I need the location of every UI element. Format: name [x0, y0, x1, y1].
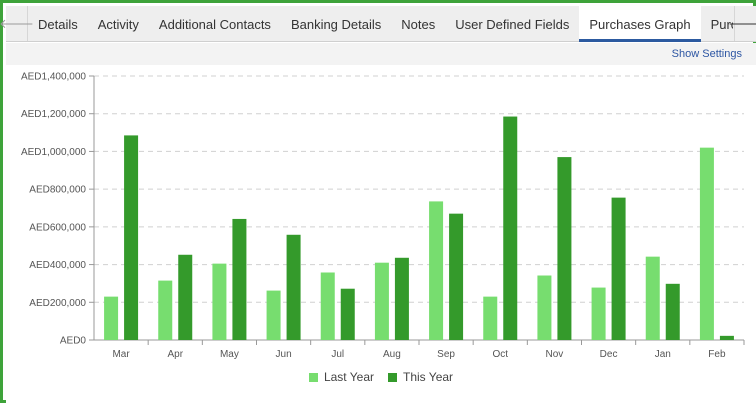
bar-chart: AED0 AED200,000 AED400,000 AED600,000 AED800…: [21, 72, 745, 360]
arrow-right-icon[interactable]: 🡒: [728, 6, 756, 41]
y-tick-label: AED1,200,000: [21, 109, 86, 120]
tab-banking-details[interactable]: Banking Details: [290, 16, 382, 32]
chart-legend: Last Year This Year: [6, 369, 756, 385]
bar-last-year-may[interactable]: [212, 263, 227, 340]
x-tick-label: May: [220, 349, 239, 360]
show-settings-link[interactable]: Show Settings: [671, 48, 742, 60]
bar-last-year-sep[interactable]: [429, 201, 444, 340]
y-tick-label: AED1,400,000: [21, 72, 86, 83]
x-tick-label: Jul: [331, 349, 344, 360]
x-tick-label: Nov: [546, 349, 564, 360]
y-tick-label: AED0: [60, 336, 87, 347]
bar-last-year-nov[interactable]: [537, 275, 552, 340]
y-tick-label: AED600,000: [29, 222, 86, 233]
tab-bar: 🡐 Details Activity Additional Contacts Bank…: [0, 6, 756, 42]
graph-toolbar: Show Settings: [6, 43, 756, 65]
bar-this-year-oct[interactable]: [503, 116, 518, 340]
x-tick-label: Mar: [112, 349, 130, 360]
bar-last-year-mar[interactable]: [104, 296, 119, 340]
bar-this-year-dec[interactable]: [611, 197, 626, 340]
bar-last-year-aug[interactable]: [374, 262, 389, 340]
bar-this-year-aug[interactable]: [394, 257, 409, 340]
bar-this-year-jun[interactable]: [286, 234, 301, 340]
y-tick-label: AED800,000: [29, 185, 86, 196]
tab-purchase-c[interactable]: Purchase C: [710, 16, 733, 32]
bar-this-year-jul[interactable]: [340, 288, 355, 340]
legend-label: This Year: [403, 370, 454, 384]
tab-activity[interactable]: Activity: [97, 16, 139, 32]
arrow-left-icon[interactable]: 🡐: [0, 6, 34, 41]
y-tick-label: AED1,000,000: [21, 147, 86, 158]
x-tick-label: Jan: [655, 349, 671, 360]
bar-this-year-may[interactable]: [232, 218, 247, 340]
bar-this-year-sep[interactable]: [449, 213, 464, 340]
tab-details[interactable]: Details: [38, 16, 78, 32]
bar-last-year-jan[interactable]: [645, 256, 660, 340]
legend-label: Last Year: [323, 370, 374, 384]
bar-this-year-nov[interactable]: [557, 157, 572, 340]
bar-last-year-jun[interactable]: [266, 290, 281, 340]
bar-this-year-mar[interactable]: [124, 135, 139, 340]
purchases-graph: AED0 AED200,000 AED400,000 AED600,000 AED800…: [6, 65, 756, 403]
legend-item-this-year[interactable]: This Year: [388, 370, 453, 384]
x-tick-label: Apr: [167, 349, 183, 360]
bar-last-year-apr[interactable]: [158, 280, 173, 340]
bar-this-year-feb[interactable]: [719, 335, 734, 340]
tab-list: Details Activity Additional Contacts Bankin…: [29, 6, 733, 42]
x-tick-label: Aug: [383, 349, 401, 360]
bar-last-year-feb[interactable]: [699, 147, 714, 340]
bar-last-year-jul[interactable]: [320, 272, 335, 340]
tab-notes[interactable]: Notes: [401, 16, 436, 32]
tab-user-defined-fields[interactable]: User Defined Fields: [455, 16, 570, 32]
x-tick-label: Sep: [437, 349, 455, 360]
bar-last-year-oct[interactable]: [483, 296, 498, 340]
bar-last-year-dec[interactable]: [591, 287, 606, 340]
x-tick-label: Jun: [276, 349, 292, 360]
bar-this-year-jan[interactable]: [665, 283, 680, 340]
tab-additional-contacts[interactable]: Additional Contacts: [158, 16, 271, 32]
legend-swatch: [308, 372, 318, 382]
legend-swatch: [388, 372, 397, 382]
x-tick-label: Feb: [708, 349, 726, 360]
tab-purchases-graph[interactable]: Purchases Graph: [579, 6, 701, 42]
x-tick-label: Oct: [492, 349, 508, 360]
legend-item-last-year[interactable]: Last Year: [308, 370, 374, 384]
y-tick-label: AED200,000: [29, 298, 86, 309]
bar-this-year-apr[interactable]: [178, 254, 193, 340]
y-tick-label: AED400,000: [29, 260, 86, 271]
x-tick-label: Dec: [600, 349, 618, 360]
